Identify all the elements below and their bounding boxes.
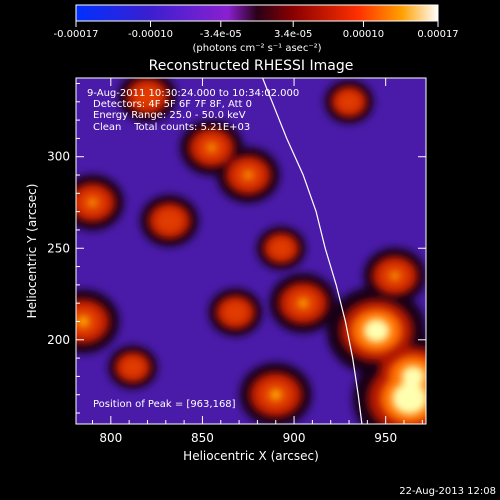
x-tick-label: 850 <box>191 431 214 445</box>
annotation-block: 9-Aug-2011 10:30:24.000 to 10:34:02.000 … <box>87 88 299 133</box>
emission-source <box>120 356 146 379</box>
emission-core <box>88 198 97 207</box>
annotation-clean: Clean Total counts: 5.21E+03 <box>93 122 250 133</box>
solar-limb-curve <box>261 78 363 424</box>
x-axis-label: Heliocentric X (arcsec) <box>183 449 319 463</box>
colorbar <box>75 4 439 22</box>
emission-core <box>243 171 253 180</box>
emission-core <box>391 382 426 415</box>
x-tick-label: 950 <box>374 431 397 445</box>
emission-source <box>154 207 185 234</box>
emission-core <box>363 318 390 343</box>
emission-source <box>132 83 163 110</box>
axis-ticks: 800 850 900 950 200 250 300 <box>47 78 426 445</box>
emission-core <box>269 389 282 401</box>
colorbar-tick-label: 0.00017 <box>417 29 458 40</box>
chart-title: Reconstructed RHESSI Image <box>149 58 354 74</box>
heatmap-image <box>76 78 426 424</box>
colorbar-tick-label: 3.4e-05 <box>274 29 312 40</box>
y-tick-label: 300 <box>47 150 70 164</box>
emission-source <box>221 300 250 325</box>
annotation-time: 9-Aug-2011 10:30:24.000 to 10:34:02.000 <box>87 88 299 99</box>
colorbar-tick-label: -0.00010 <box>128 29 173 40</box>
colorbar-units-label: (photons cm⁻² s⁻¹ asec⁻²) <box>192 43 321 54</box>
peak-position-label: Position of Peak = [963,168] <box>93 399 236 410</box>
emission-core <box>77 315 90 328</box>
emission-source <box>336 90 362 113</box>
annotation-detectors: Detectors: 4F 5F 6F 7F 8F, Att 0 <box>93 99 252 110</box>
footer-timestamp: 22-Aug-2013 12:08 <box>399 486 496 497</box>
x-tick-label: 800 <box>99 431 122 445</box>
y-tick-label: 200 <box>47 333 70 347</box>
emission-core <box>390 271 400 280</box>
emission-core <box>207 143 217 152</box>
annotation-energy: Energy Range: 25.0 - 50.0 keV <box>93 110 246 121</box>
colorbar-tick-label: -0.00017 <box>54 29 99 40</box>
plot-frame <box>75 77 427 425</box>
x-tick-label: 900 <box>283 431 306 445</box>
colorbar-tick-label: 0.00010 <box>343 29 384 40</box>
colorbar-tick-label: -3.4e-05 <box>200 29 242 40</box>
emission-core <box>401 365 425 388</box>
y-tick-label: 250 <box>47 241 70 255</box>
emission-source <box>268 237 294 260</box>
y-axis-label: Heliocentric Y (arcsec) <box>25 184 39 319</box>
colorbar-ticks: -0.00017 -0.00010 -3.4e-05 3.4e-05 0.00010 0.… <box>54 21 459 40</box>
emission-core <box>297 298 309 308</box>
